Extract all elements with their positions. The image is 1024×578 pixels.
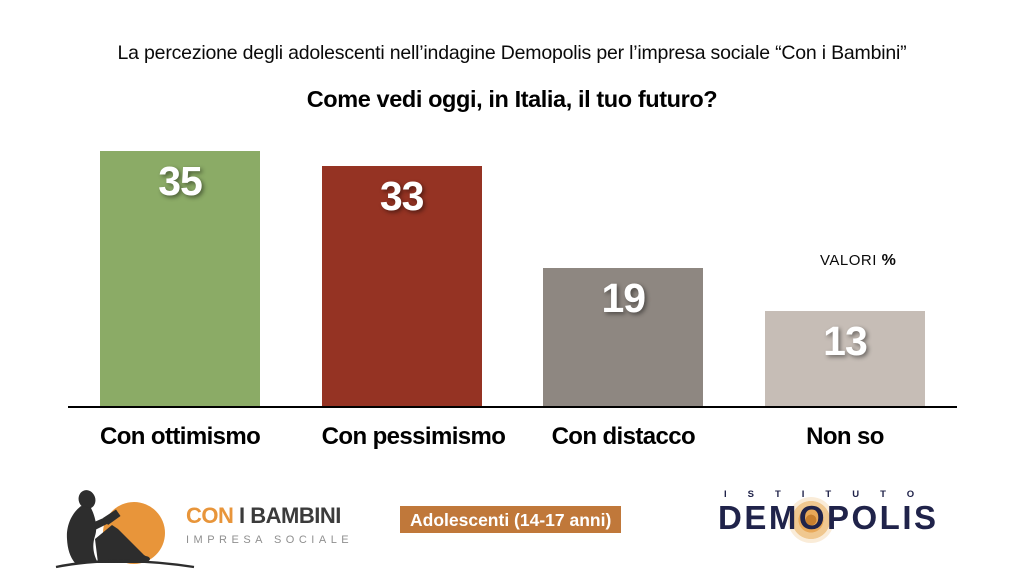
valori-text: VALORI bbox=[820, 252, 877, 269]
category-label: Con pessimismo bbox=[321, 423, 506, 450]
categories-row: Con ottimismo Con pessimismo Con distacco N… bbox=[100, 423, 925, 451]
bar-non-so: 13 bbox=[764, 311, 925, 406]
percent-symbol: % bbox=[881, 252, 897, 269]
demopolis-logo: ISTITUTO DEMOPOLIS bbox=[718, 489, 958, 543]
bars-row: 35 33 19 13 bbox=[100, 140, 925, 406]
child-reading-silhouette-icon bbox=[66, 490, 150, 563]
values-unit-note: VALORI % bbox=[820, 252, 950, 270]
bar-value-label: 33 bbox=[379, 173, 425, 219]
con-i-bambini-title: CON I BAMBINI bbox=[186, 503, 353, 529]
istituto-text: ISTITUTO bbox=[724, 489, 936, 500]
sample-badge: Adolescenti (14-17 anni) bbox=[400, 506, 622, 533]
i-bambini-text: I BAMBINI bbox=[233, 503, 341, 528]
bar-con-pessimismo: 33 bbox=[321, 166, 482, 406]
bar-con-distacco: 19 bbox=[543, 268, 704, 406]
demopolis-wordmark: DEMOPOLIS bbox=[718, 499, 939, 536]
category-label: Con ottimismo bbox=[100, 423, 261, 450]
bar-value-label: 19 bbox=[601, 275, 647, 321]
x-axis-line bbox=[68, 406, 957, 408]
con-i-bambini-logo-icon bbox=[55, 490, 195, 569]
category-label: Con distacco bbox=[551, 423, 696, 450]
demopolis-emblem-icon bbox=[788, 497, 834, 543]
con-i-bambini-wordmark: CON I BAMBINI IMPRESA SOCIALE bbox=[186, 503, 353, 546]
con-text: CON bbox=[186, 503, 234, 528]
logo-ground-line bbox=[55, 559, 195, 569]
bar-value-label: 35 bbox=[158, 158, 203, 204]
survey-description: La percezione degli adolescenti nell’ind… bbox=[117, 42, 907, 64]
impresa-sociale-text: IMPRESA SOCIALE bbox=[186, 534, 354, 546]
bar-con-ottimismo: 35 bbox=[100, 151, 260, 406]
bar-value-label: 13 bbox=[823, 318, 868, 364]
chart-title: Come vedi oggi, in Italia, il tuo futuro… bbox=[306, 86, 718, 112]
category-label: Non so bbox=[806, 423, 884, 450]
